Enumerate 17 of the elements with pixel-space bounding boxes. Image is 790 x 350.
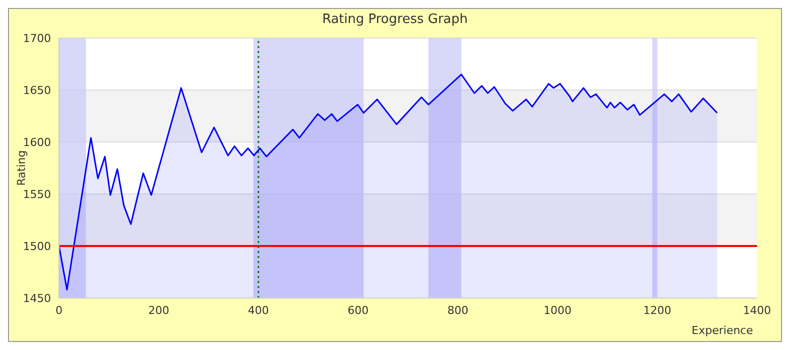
- y-tick-label: 1700: [23, 32, 51, 45]
- x-tick-label: 1000: [544, 304, 572, 317]
- y-axis-title: Rating: [14, 150, 28, 186]
- y-tick-label: 1550: [23, 188, 51, 201]
- chart-title: Rating Progress Graph: [321, 11, 469, 29]
- x-tick-label: 200: [148, 304, 170, 317]
- y-tick-label: 1500: [23, 240, 51, 253]
- x-tick-label: 0: [56, 304, 62, 317]
- x-tick-label: 1200: [643, 304, 672, 317]
- x-tick-label: 800: [447, 304, 468, 317]
- x-axis-title: Experience: [692, 324, 754, 337]
- y-tick-label: 1450: [23, 292, 51, 305]
- y-tick-label: 1600: [23, 136, 51, 149]
- x-tick-label: 400: [248, 304, 269, 317]
- x-tick-label: 600: [348, 304, 369, 317]
- x-tick-label: 1400: [743, 304, 771, 317]
- y-tick-label: 1650: [23, 84, 51, 97]
